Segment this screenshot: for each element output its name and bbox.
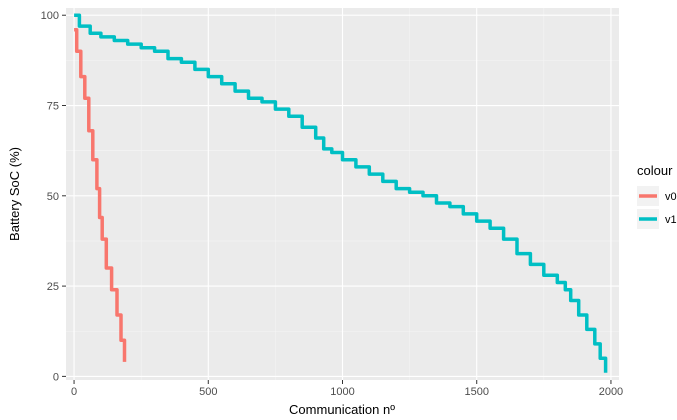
legend-label-v0: v0 — [665, 191, 677, 203]
x-tick-label: 0 — [71, 386, 77, 398]
y-tick-label: 100 — [41, 10, 59, 22]
y-tick-label: 25 — [47, 281, 59, 293]
series-line-v1 — [74, 13, 608, 373]
x-axis: 0 500 1000 1500 2000 — [71, 380, 623, 398]
y-axis-title: Battery SoC (%) — [7, 147, 22, 241]
legend-title: colour — [637, 163, 673, 178]
x-axis-title: Communication nº — [289, 402, 395, 417]
series-line-v0 — [74, 27, 127, 362]
y-axis: 0 25 50 75 100 — [41, 10, 66, 383]
legend-label-v1: v1 — [665, 214, 677, 226]
x-tick-label: 1000 — [330, 386, 354, 398]
series-layer — [74, 13, 608, 373]
x-tick-label: 2000 — [599, 386, 623, 398]
legend: colour v0 v1 — [637, 163, 677, 229]
x-tick-label: 500 — [199, 386, 217, 398]
legend-items: v0 v1 — [637, 186, 677, 229]
y-tick-label: 0 — [53, 371, 59, 383]
y-tick-label: 50 — [47, 191, 59, 203]
x-tick-label: 1500 — [464, 386, 488, 398]
y-tick-label: 75 — [47, 101, 59, 113]
grid-major — [66, 8, 619, 380]
